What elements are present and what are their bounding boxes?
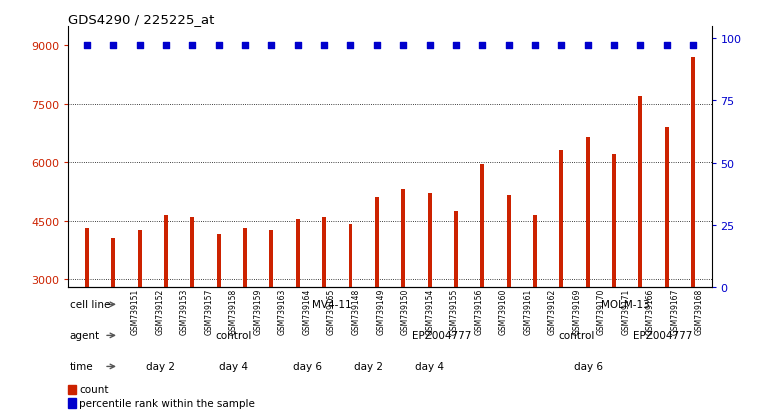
Point [266, 43, 278, 50]
Point [107, 43, 119, 50]
Bar [586, 138, 590, 396]
Bar [507, 196, 511, 396]
Text: GDS4290 / 225225_at: GDS4290 / 225225_at [68, 13, 215, 26]
Text: GSM739158: GSM739158 [229, 288, 238, 334]
Point [502, 43, 514, 50]
Point [212, 43, 224, 50]
Bar [480, 165, 484, 396]
Point [450, 43, 462, 50]
Text: time: time [69, 361, 93, 372]
Text: percentile rank within the sample: percentile rank within the sample [79, 398, 255, 408]
Bar [533, 215, 537, 396]
Text: EPZ004777: EPZ004777 [633, 330, 693, 341]
Bar [190, 217, 194, 396]
Bar [612, 155, 616, 396]
Text: GSM739160: GSM739160 [498, 288, 508, 334]
Text: GSM739157: GSM739157 [205, 288, 214, 334]
Point [423, 43, 435, 50]
Text: GSM739151: GSM739151 [131, 288, 140, 334]
Text: GSM739154: GSM739154 [425, 288, 435, 334]
Text: GSM739167: GSM739167 [670, 288, 680, 334]
Bar [111, 238, 115, 396]
Bar [375, 198, 379, 396]
Bar [559, 151, 563, 396]
Text: GSM739159: GSM739159 [253, 288, 263, 334]
Text: count: count [79, 385, 109, 394]
Bar [454, 211, 458, 396]
Text: day 6: day 6 [293, 361, 322, 372]
Text: day 2: day 2 [145, 361, 174, 372]
Bar [401, 190, 405, 396]
Point [476, 43, 489, 50]
Text: GSM739161: GSM739161 [524, 288, 532, 334]
Point [186, 43, 199, 50]
Bar [217, 235, 221, 396]
Text: MOLM-13: MOLM-13 [601, 299, 650, 310]
Text: control: control [559, 330, 595, 341]
Bar [68, 398, 76, 408]
Text: GSM739150: GSM739150 [400, 288, 409, 334]
Text: EPZ004777: EPZ004777 [412, 330, 472, 341]
Text: MV4-11: MV4-11 [312, 299, 352, 310]
Text: GSM739162: GSM739162 [548, 288, 557, 334]
Point [291, 43, 304, 50]
Point [318, 43, 330, 50]
Bar [243, 229, 247, 396]
Point [661, 43, 673, 50]
Text: day 6: day 6 [575, 361, 603, 372]
Point [581, 43, 594, 50]
Point [134, 43, 146, 50]
Text: control: control [215, 330, 252, 341]
Point [81, 43, 93, 50]
Text: GSM739165: GSM739165 [327, 288, 336, 334]
Bar [68, 385, 76, 394]
Text: GSM739170: GSM739170 [597, 288, 606, 334]
Text: GSM739169: GSM739169 [572, 288, 581, 334]
Point [687, 43, 699, 50]
Text: GSM739152: GSM739152 [155, 288, 164, 334]
Text: day 4: day 4 [416, 361, 444, 372]
Point [160, 43, 172, 50]
Text: day 4: day 4 [219, 361, 248, 372]
Bar [269, 231, 273, 396]
Text: GSM739155: GSM739155 [450, 288, 459, 334]
Point [239, 43, 251, 50]
Text: GSM739149: GSM739149 [376, 288, 385, 334]
Text: GSM739153: GSM739153 [180, 288, 189, 334]
Text: agent: agent [69, 330, 100, 341]
Text: GSM739168: GSM739168 [695, 288, 704, 334]
Bar [691, 58, 695, 396]
Bar [85, 229, 89, 396]
Point [634, 43, 646, 50]
Point [608, 43, 620, 50]
Text: day 2: day 2 [354, 361, 383, 372]
Bar [296, 219, 300, 396]
Point [345, 43, 357, 50]
Bar [164, 215, 168, 396]
Text: GSM739171: GSM739171 [621, 288, 630, 334]
Text: GSM739148: GSM739148 [352, 288, 361, 334]
Text: GSM739156: GSM739156 [474, 288, 483, 334]
Text: GSM739163: GSM739163 [278, 288, 287, 334]
Bar [138, 231, 142, 396]
Point [556, 43, 568, 50]
Bar [638, 97, 642, 396]
Point [371, 43, 383, 50]
Point [529, 43, 541, 50]
Point [397, 43, 409, 50]
Bar [665, 128, 669, 396]
Bar [349, 225, 352, 396]
Bar [428, 194, 431, 396]
Text: cell line: cell line [69, 299, 110, 310]
Text: GSM739164: GSM739164 [303, 288, 311, 334]
Text: GSM739166: GSM739166 [646, 288, 654, 334]
Bar [322, 217, 326, 396]
